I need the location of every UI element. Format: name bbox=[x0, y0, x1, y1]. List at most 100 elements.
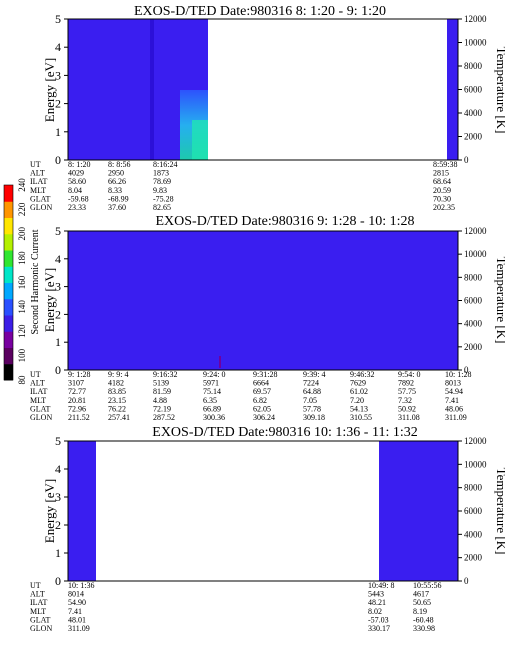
ytick-label: 2 bbox=[55, 97, 61, 111]
colorbar-swatch bbox=[4, 363, 13, 381]
orbit-cell: 1873 bbox=[153, 169, 169, 178]
orbit-cell: 70.30 bbox=[433, 194, 451, 203]
ytick-label: 4 bbox=[55, 252, 61, 266]
orbit-cell: 5443 bbox=[368, 590, 384, 599]
orbit-cell: 9.83 bbox=[153, 186, 167, 195]
orbit-cell: 5139 bbox=[153, 379, 169, 388]
colorbar-tick-label: 80 bbox=[17, 375, 27, 385]
ytick-label: 5 bbox=[55, 434, 61, 448]
orbit-cell: 4617 bbox=[413, 590, 429, 599]
orbit-cell: 7.32 bbox=[398, 396, 412, 405]
ytick-label: 3 bbox=[55, 490, 61, 504]
orbit-cell: 23.33 bbox=[68, 203, 86, 212]
colorbar-tick-label: 140 bbox=[17, 300, 27, 314]
panel-3-ylabel: Energy [eV] bbox=[42, 479, 57, 543]
orbit-row-label: GLON bbox=[30, 413, 52, 422]
orbit-cell: 8.33 bbox=[108, 186, 122, 195]
orbit-row-label: GLON bbox=[30, 203, 52, 212]
orbit-cell: 7.41 bbox=[445, 396, 459, 405]
ytick-label: 1 bbox=[55, 125, 61, 139]
orbit-cell: -75.28 bbox=[153, 194, 174, 203]
orbit-cell: 6664 bbox=[253, 379, 269, 388]
orbit-cell: 6.35 bbox=[203, 396, 217, 405]
orbit-cell: 5971 bbox=[203, 379, 219, 388]
orbit-cell: 330.98 bbox=[413, 624, 435, 633]
panel-1-title: EXOS-D/TED Date:980316 8: 1:20 - 9: 1:20 bbox=[134, 4, 386, 19]
y2tick-label: 12000 bbox=[464, 14, 487, 24]
colorbar-tick-label: 200 bbox=[17, 227, 27, 241]
ytick-label: 0 bbox=[55, 153, 61, 167]
orbit-cell: 300.36 bbox=[203, 413, 225, 422]
y2tick-label: 8000 bbox=[464, 272, 483, 282]
orbit-cell: 69.57 bbox=[253, 387, 271, 396]
ytick-label: 4 bbox=[55, 40, 61, 54]
orbit-cell: 10:49: 8 bbox=[368, 581, 394, 590]
y2tick-label: 6000 bbox=[464, 506, 483, 516]
orbit-cell: 50.65 bbox=[413, 598, 431, 607]
orbit-row-label: ALT bbox=[30, 379, 45, 388]
y2tick-label: 4000 bbox=[464, 319, 483, 329]
orbit-cell: 7.05 bbox=[303, 396, 317, 405]
orbit-cell: 9: 9: 4 bbox=[108, 370, 128, 379]
orbit-cell: -60.48 bbox=[413, 615, 434, 624]
orbit-row-label: ILAT bbox=[30, 598, 47, 607]
colorbar-tick-label: 240 bbox=[17, 178, 27, 192]
panel-1: EXOS-D/TED Date:980316 8: 1:20 - 9: 1:20… bbox=[30, 4, 505, 212]
panel-3-y2label: Temperature [K] bbox=[494, 468, 505, 555]
orbit-cell: 48.01 bbox=[68, 615, 86, 624]
colorbar-swatch bbox=[4, 201, 13, 218]
panel-3-data-block-a bbox=[68, 441, 96, 581]
orbit-cell: 78.69 bbox=[153, 177, 171, 186]
panel-1-data-block-b bbox=[447, 19, 458, 160]
ytick-label: 4 bbox=[55, 462, 61, 476]
orbit-row-label: GLAT bbox=[30, 615, 51, 624]
orbit-cell: 54.13 bbox=[350, 404, 368, 413]
orbit-cell: 287.52 bbox=[153, 413, 175, 422]
ytick-label: 2 bbox=[55, 307, 61, 321]
colorbar-swatch bbox=[4, 217, 13, 235]
ytick-label: 3 bbox=[55, 280, 61, 294]
orbit-cell: 7892 bbox=[398, 379, 414, 388]
orbit-row-label: UT bbox=[30, 160, 41, 169]
panel-2-y2label: Temperature [K] bbox=[494, 257, 505, 344]
ytick-label: 5 bbox=[55, 224, 61, 238]
orbit-cell: 61.02 bbox=[350, 387, 368, 396]
orbit-row-label: UT bbox=[30, 581, 41, 590]
orbit-cell: 330.17 bbox=[368, 624, 390, 633]
orbit-row-label: ILAT bbox=[30, 177, 47, 186]
panel-2-y2ticks: 0 2000 4000 6000 8000 10000 12000 bbox=[458, 226, 487, 375]
orbit-cell: 310.55 bbox=[350, 413, 372, 422]
orbit-cell: 311.09 bbox=[68, 624, 90, 633]
y2tick-label: 2000 bbox=[464, 132, 483, 142]
panel-1-y2ticks: 0 2000 4000 6000 8000 10000 12000 bbox=[458, 14, 487, 165]
ytick-label: 0 bbox=[55, 363, 61, 377]
orbit-cell: 9:39: 4 bbox=[303, 370, 325, 379]
orbit-cell: 23.15 bbox=[108, 396, 126, 405]
panel-1-stripe bbox=[150, 19, 154, 160]
orbit-cell: 8.19 bbox=[413, 607, 427, 616]
orbit-cell: 309.18 bbox=[303, 413, 325, 422]
orbit-cell: 8.02 bbox=[368, 607, 382, 616]
y2tick-label: 10000 bbox=[464, 38, 487, 48]
orbit-row-label: UT bbox=[30, 370, 41, 379]
orbit-row-label: MLT bbox=[30, 396, 46, 405]
orbit-row-label: ALT bbox=[30, 169, 45, 178]
orbit-cell: 4.88 bbox=[153, 396, 167, 405]
y2tick-label: 0 bbox=[464, 365, 469, 375]
orbit-cell: 8: 8:56 bbox=[108, 160, 130, 169]
orbit-cell: 4029 bbox=[68, 169, 84, 178]
y2tick-label: 10000 bbox=[464, 459, 487, 469]
colorbar-tick-label: 160 bbox=[17, 275, 27, 289]
colorbar-tick-label: 120 bbox=[17, 324, 27, 338]
colorbar-swatch bbox=[4, 347, 13, 365]
colorbar-tick-label: 220 bbox=[17, 202, 27, 216]
panel-2: EXOS-D/TED Date:980316 9: 1:28 - 10: 1:2… bbox=[30, 214, 505, 422]
orbit-row-label: GLAT bbox=[30, 404, 51, 413]
orbit-cell: 6.82 bbox=[253, 396, 267, 405]
orbit-cell: 2950 bbox=[108, 169, 124, 178]
y2tick-label: 2000 bbox=[464, 553, 483, 563]
orbit-cell: 7629 bbox=[350, 379, 366, 388]
panel-3-y2ticks: 0 2000 4000 6000 8000 10000 12000 bbox=[458, 436, 487, 586]
